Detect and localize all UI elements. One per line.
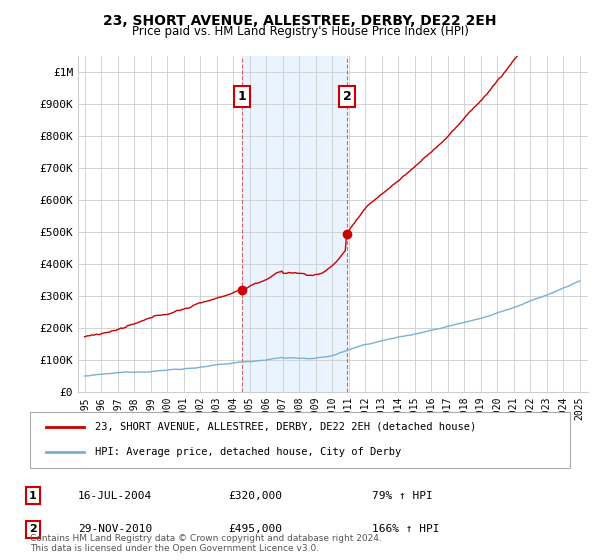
Text: Price paid vs. HM Land Registry's House Price Index (HPI): Price paid vs. HM Land Registry's House …	[131, 25, 469, 38]
Bar	[242, 56, 347, 392]
Text: 2: 2	[29, 524, 37, 534]
FancyBboxPatch shape	[30, 412, 570, 468]
Text: £320,000: £320,000	[228, 491, 282, 501]
Text: 79% ↑ HPI: 79% ↑ HPI	[372, 491, 433, 501]
Text: 2: 2	[343, 90, 352, 103]
Text: 16-JUL-2004: 16-JUL-2004	[78, 491, 152, 501]
Text: Contains HM Land Registry data © Crown copyright and database right 2024.
This d: Contains HM Land Registry data © Crown c…	[30, 534, 382, 553]
Text: HPI: Average price, detached house, City of Derby: HPI: Average price, detached house, City…	[95, 447, 401, 458]
Text: 1: 1	[238, 90, 247, 103]
Text: £495,000: £495,000	[228, 524, 282, 534]
Text: 23, SHORT AVENUE, ALLESTREE, DERBY, DE22 2EH (detached house): 23, SHORT AVENUE, ALLESTREE, DERBY, DE22…	[95, 422, 476, 432]
Text: 1: 1	[29, 491, 37, 501]
Text: 166% ↑ HPI: 166% ↑ HPI	[372, 524, 439, 534]
Text: 29-NOV-2010: 29-NOV-2010	[78, 524, 152, 534]
Text: 23, SHORT AVENUE, ALLESTREE, DERBY, DE22 2EH: 23, SHORT AVENUE, ALLESTREE, DERBY, DE22…	[103, 14, 497, 28]
